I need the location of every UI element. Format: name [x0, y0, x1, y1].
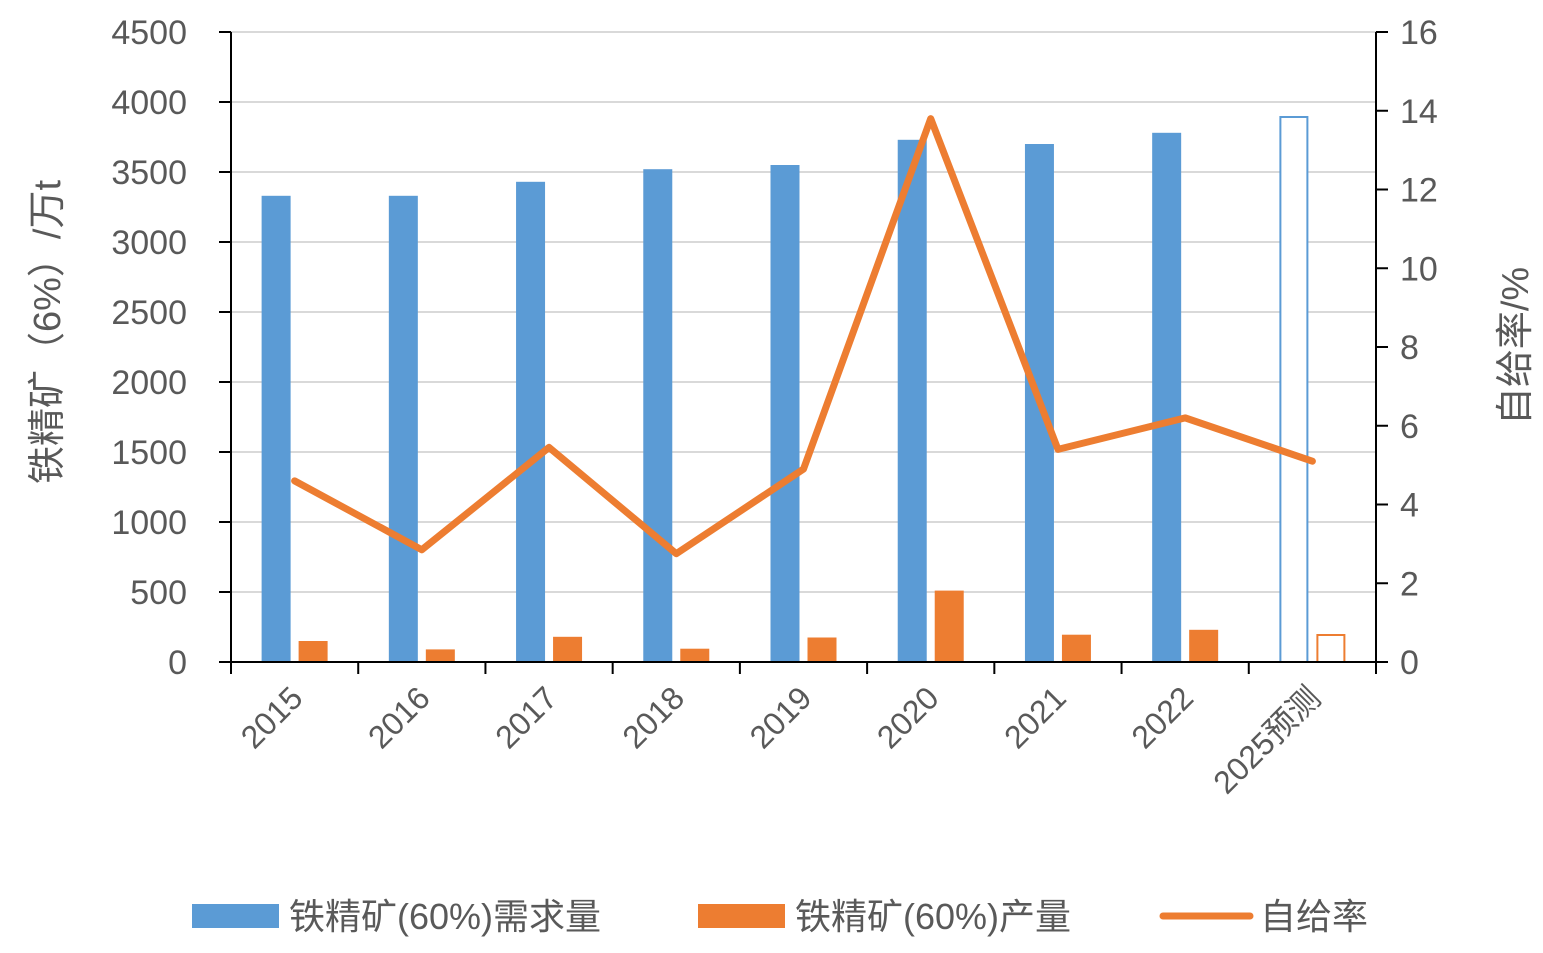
- left-tick-label: 2000: [111, 364, 187, 402]
- production-bar: [1061, 634, 1091, 662]
- legend-production-swatch: [698, 904, 785, 928]
- line-series: [291, 115, 1316, 558]
- left-tick-label: 1000: [111, 504, 187, 542]
- right-tick-label: 0: [1400, 644, 1419, 682]
- production-bar: [680, 648, 710, 662]
- x-axis-ticks: 2015 2016 2017 2018 2019 2020 2021 2022 2025预测: [230, 662, 1377, 801]
- legend-self-sufficiency-label: 自给率: [1260, 896, 1368, 937]
- left-axis-title: 铁精矿（6%）/万t: [27, 180, 69, 484]
- production-bar: [298, 641, 328, 662]
- self-sufficiency-line: [291, 115, 1316, 558]
- left-tick-label: 4000: [111, 84, 187, 122]
- demand-bar: [1279, 116, 1309, 663]
- demand-bar: [643, 169, 673, 662]
- left-tick-label: 3000: [111, 224, 187, 262]
- right-tick-label: 12: [1400, 172, 1438, 210]
- x-tick-label: 2019: [743, 679, 819, 755]
- right-tick-label: 2: [1400, 565, 1419, 603]
- right-tick-label: 4: [1400, 487, 1419, 525]
- right-tick-label: 10: [1400, 250, 1438, 288]
- legend-production-label: 铁精矿(60%)产量: [795, 896, 1071, 937]
- x-tick-label: 2015: [234, 679, 310, 755]
- right-tick-label: 14: [1400, 93, 1438, 131]
- demand-bar: [261, 195, 291, 663]
- demand-bar: [897, 139, 927, 663]
- right-tick-label: 16: [1400, 14, 1438, 52]
- right-tick-label: 6: [1400, 408, 1419, 446]
- production-bar: [934, 590, 964, 662]
- production-bar: [553, 636, 583, 662]
- legend: 铁精矿(60%)需求量 铁精矿(60%)产量 自给率: [192, 896, 1368, 937]
- left-tick-label: 2500: [111, 294, 187, 332]
- demand-bar: [770, 165, 800, 662]
- x-tick-label: 2018: [615, 679, 691, 755]
- demand-bar: [1152, 132, 1182, 663]
- x-tick-label: 2017: [488, 679, 564, 755]
- right-axis-title: 自给率/%: [1495, 267, 1537, 425]
- demand-bar: [516, 181, 546, 663]
- left-tick-label: 500: [130, 574, 187, 612]
- x-tick-label: 2022: [1124, 679, 1200, 755]
- left-tick-label: 1500: [111, 434, 187, 472]
- demand-bar: [388, 195, 418, 663]
- legend-demand-label: 铁精矿(60%)需求量: [289, 896, 601, 937]
- production-bar: [425, 649, 455, 662]
- production-bar: [1189, 629, 1219, 662]
- x-tick-label: 2025预测: [1206, 679, 1327, 800]
- left-tick-label: 4500: [111, 14, 187, 52]
- x-tick-label: 2016: [361, 679, 437, 755]
- gridlines: [231, 31, 1376, 593]
- legend-demand-swatch: [192, 904, 279, 928]
- x-tick-label: 2021: [997, 679, 1073, 755]
- bar-series: [261, 116, 1346, 663]
- right-tick-label: 8: [1400, 329, 1419, 367]
- x-tick-label: 2020: [870, 679, 946, 755]
- left-axis-ticks: 0 500 1000 1500 2000 2500 3000 3500 4000 4500: [111, 14, 231, 682]
- production-bar: [1316, 634, 1346, 663]
- right-axis-ticks: 0 2 4 6 8 10 12 14 16: [1376, 14, 1438, 682]
- left-tick-label: 0: [168, 644, 187, 682]
- left-tick-label: 3500: [111, 154, 187, 192]
- production-bar: [807, 637, 837, 662]
